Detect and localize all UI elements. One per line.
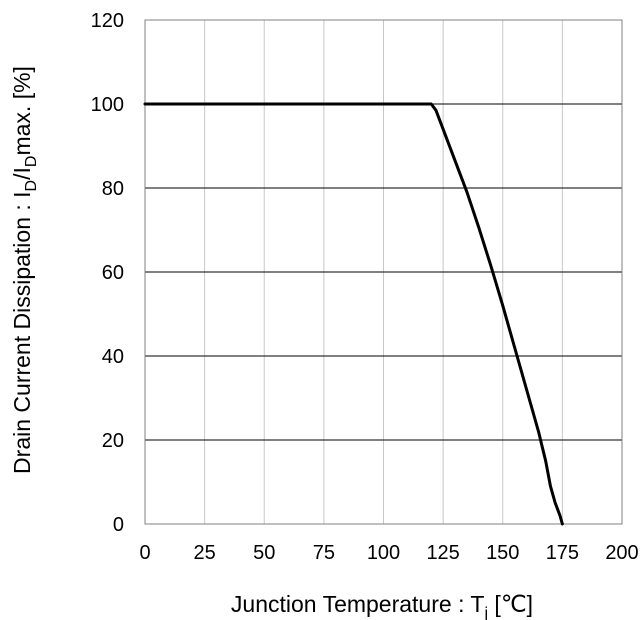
grid — [144, 19, 623, 525]
y-tick-label: 60 — [102, 262, 124, 284]
y-tick-label: 80 — [102, 178, 124, 200]
y-axis-title: Drain Current Dissipation : ID/IDmax. [%… — [9, 66, 40, 474]
y-axis-title-part2: /I — [9, 167, 35, 180]
series-layer — [143, 102, 564, 526]
plot-area — [144, 19, 623, 525]
y-axis-title-subscript-1: D — [23, 180, 40, 192]
x-tick-labels: 0 25 50 75 100 125 150 175 200 — [139, 542, 638, 564]
y-axis-title-subscript-2: D — [23, 156, 40, 168]
x-tick-label: 125 — [426, 542, 459, 564]
x-tick-label: 100 — [367, 542, 400, 564]
x-tick-label: 25 — [194, 542, 216, 564]
y-tick-label: 0 — [113, 514, 124, 536]
x-tick-label: 75 — [313, 542, 335, 564]
x-axis-title-main: Junction Temperature : T — [231, 591, 485, 617]
x-tick-label: 50 — [253, 542, 275, 564]
x-axis-title-unit: [℃] — [488, 591, 533, 617]
y-tick-label: 20 — [102, 430, 124, 452]
series-line — [143, 102, 564, 526]
x-tick-label: 150 — [486, 542, 519, 564]
x-tick-label: 0 — [139, 542, 150, 564]
y-axis-title-part1: Drain Current Dissipation : I — [9, 191, 35, 474]
x-axis-title-subscript: j — [483, 605, 488, 620]
x-tick-label: 175 — [546, 542, 579, 564]
x-axis-title: Junction Temperature : Tj [℃] — [231, 591, 533, 620]
y-tick-labels: 0 20 40 60 80 100 120 — [91, 10, 124, 536]
x-tick-label: 200 — [605, 542, 638, 564]
y-tick-label: 120 — [91, 10, 124, 32]
y-tick-label: 40 — [102, 346, 124, 368]
y-axis-title-part3: max. [%] — [9, 66, 35, 155]
y-tick-label: 100 — [91, 94, 124, 116]
